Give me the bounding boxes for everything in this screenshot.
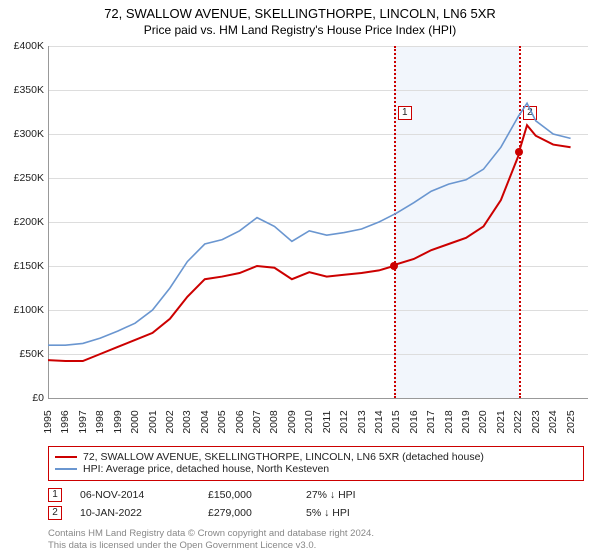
transaction-date: 10-JAN-2022 [80,507,190,519]
transaction-point [515,148,523,156]
x-tick-label: 2017 [425,410,437,433]
chart-container: 72, SWALLOW AVENUE, SKELLINGTHORPE, LINC… [0,0,600,560]
x-tick-label: 2001 [147,410,159,433]
chart-subtitle: Price paid vs. HM Land Registry's House … [0,21,600,41]
x-tick-label: 1998 [94,410,106,433]
legend-swatch [55,468,77,470]
transaction-row: 2 10-JAN-2022 £279,000 5% ↓ HPI [48,504,584,522]
series-hpi [48,103,571,345]
x-tick-label: 2010 [303,410,315,433]
transaction-price: £150,000 [208,489,288,501]
footer-line-2: This data is licensed under the Open Gov… [48,540,584,552]
footer-attribution: Contains HM Land Registry data © Crown c… [48,528,584,553]
x-tick-label: 2015 [390,410,402,433]
x-axis [48,398,588,399]
legend-label: HPI: Average price, detached house, Nort… [83,463,329,475]
x-tick-label: 2025 [565,410,577,433]
transaction-delta: 5% ↓ HPI [306,507,406,519]
x-tick-label: 1995 [42,410,54,433]
x-tick-label: 2024 [547,410,559,433]
y-tick-label: £100K [14,304,44,316]
series-property [48,125,571,361]
x-tick-label: 2016 [408,410,420,433]
y-tick-label: £150K [14,260,44,272]
transaction-delta: 27% ↓ HPI [306,489,406,501]
x-tick-label: 2020 [477,410,489,433]
x-tick-label: 2013 [356,410,368,433]
y-tick-label: £200K [14,216,44,228]
transaction-number-box: 2 [48,506,62,520]
x-tick-label: 2005 [216,410,228,433]
transaction-price: £279,000 [208,507,288,519]
chart-area: £0£50K£100K£150K£200K£250K£300K£350K£400… [48,46,588,416]
transactions-table: 1 06-NOV-2014 £150,000 27% ↓ HPI 2 10-JAN-202… [48,486,584,522]
transaction-point [390,262,398,270]
y-tick-label: £50K [19,348,44,360]
x-tick-label: 2014 [373,410,385,433]
transaction-row: 1 06-NOV-2014 £150,000 27% ↓ HPI [48,486,584,504]
x-tick-label: 2002 [164,410,176,433]
x-tick-label: 2011 [321,411,333,434]
legend-label: 72, SWALLOW AVENUE, SKELLINGTHORPE, LINC… [83,451,484,463]
y-tick-label: £350K [14,84,44,96]
legend-box: 72, SWALLOW AVENUE, SKELLINGTHORPE, LINC… [48,446,584,481]
legend-swatch [55,456,77,458]
x-tick-label: 2021 [495,410,507,433]
x-tick-label: 2004 [199,410,211,433]
x-tick-label: 2018 [443,410,455,433]
plot-region: £0£50K£100K£150K£200K£250K£300K£350K£400… [48,46,588,398]
x-tick-label: 1997 [77,410,89,433]
x-tick-label: 2019 [460,410,472,433]
x-tick-label: 2023 [530,410,542,433]
legend-row: 72, SWALLOW AVENUE, SKELLINGTHORPE, LINC… [55,451,577,463]
x-tick-label: 1996 [59,410,71,433]
transaction-number-box: 1 [48,488,62,502]
series-lines [48,46,588,398]
x-tick-label: 2000 [129,410,141,433]
y-tick-label: £300K [14,128,44,140]
y-tick-label: £0 [32,392,44,404]
x-tick-label: 2006 [234,410,246,433]
x-tick-label: 2008 [268,410,280,433]
x-tick-label: 1999 [112,410,124,433]
x-tick-label: 2003 [181,410,193,433]
footer-line-1: Contains HM Land Registry data © Crown c… [48,528,584,540]
y-tick-label: £250K [14,172,44,184]
x-tick-label: 2007 [251,410,263,433]
x-tick-label: 2022 [512,410,524,433]
chart-title: 72, SWALLOW AVENUE, SKELLINGTHORPE, LINC… [0,0,600,21]
legend-row: HPI: Average price, detached house, Nort… [55,463,577,475]
x-tick-label: 2012 [338,410,350,433]
transaction-date: 06-NOV-2014 [80,489,190,501]
x-tick-label: 2009 [286,410,298,433]
y-tick-label: £400K [14,40,44,52]
